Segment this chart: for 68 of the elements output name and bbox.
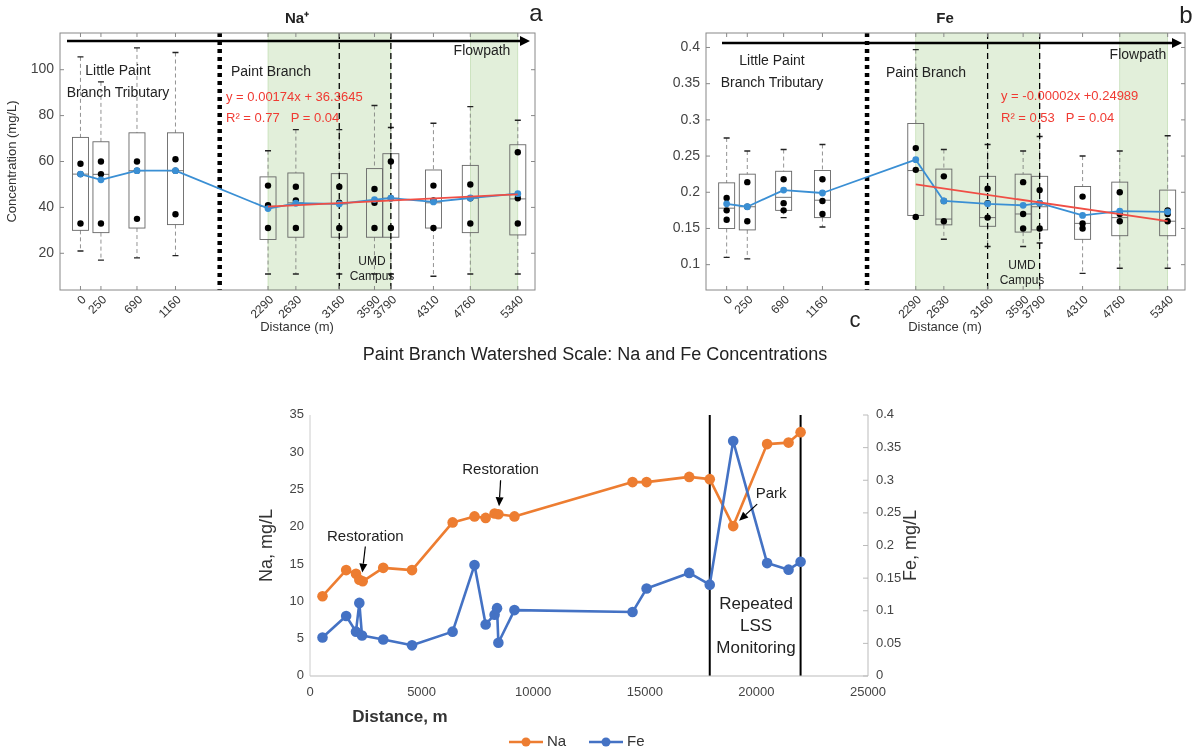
- x-tick-label: 20000: [738, 684, 775, 699]
- legend-label: Fe: [627, 731, 645, 749]
- legend-label: Na: [547, 731, 567, 749]
- annotation: Paint Branch: [885, 64, 967, 80]
- y-axis-title: Concentration (mg/L): [4, 100, 19, 223]
- chart-title: Fe: [936, 9, 954, 26]
- y-tick-label: 0: [296, 667, 304, 683]
- y-tick-label: 0.2: [680, 182, 701, 199]
- y-tick-label: 0.35: [672, 74, 701, 91]
- annotation: R² = 0.77 P = 0.04: [226, 110, 340, 125]
- y-tick-label: 100: [30, 60, 55, 77]
- y-axis-title: Na, mg/L: [256, 508, 276, 583]
- y-tick-label: 60: [38, 152, 55, 169]
- y-tick-label: 0.25: [672, 146, 701, 163]
- annotation: Flowpath: [453, 42, 511, 58]
- y2-tick-label: 0.05: [876, 634, 902, 650]
- annotation: R² = 0.53 P = 0.04: [1001, 110, 1115, 125]
- annotation: UMD Campus: [349, 254, 395, 283]
- y-tick-label: 30: [289, 443, 304, 459]
- annotation: Park: [755, 484, 788, 502]
- annotation: Restoration: [462, 460, 539, 478]
- chart-title: Paint Branch Watershed Scale: Na and Fe Concentrations: [362, 344, 828, 364]
- y2-tick-label: 0.2: [876, 536, 895, 552]
- y2-tick-label: 0.4: [876, 406, 895, 422]
- y2-tick-label: 0.25: [876, 504, 902, 520]
- y2-tick-label: 0.1: [876, 602, 895, 618]
- x-tick-label: 15000: [626, 684, 663, 699]
- annotation: y = -0.00002x +0.24989: [1001, 88, 1139, 103]
- y-tick-label: 10: [289, 592, 304, 608]
- annotation: Little Paint Branch Tributary: [66, 62, 170, 100]
- y-tick-label: 35: [289, 406, 304, 422]
- annotation: Little Paint Branch Tributary: [720, 52, 824, 90]
- x-tick-label: 690: [767, 292, 793, 317]
- y-tick-label: 0.3: [680, 110, 701, 127]
- y2-axis-title: Fe, mg/L: [900, 509, 920, 582]
- y-tick-label: 80: [38, 106, 55, 123]
- chart-title: Na⁺: [284, 9, 310, 26]
- y-tick-label: 0.4: [680, 38, 701, 55]
- x-axis-title: Distance (m): [908, 319, 982, 334]
- x-tick-label: 0: [306, 684, 314, 699]
- annotation: Flowpath: [1109, 46, 1167, 62]
- y-tick-label: 20: [38, 243, 55, 260]
- annotation: Repeated LSS Monitoring: [716, 594, 796, 657]
- text: a: [529, 0, 544, 26]
- x-tick-label: 690: [121, 292, 146, 317]
- annotation: Restoration: [326, 526, 404, 544]
- x-tick-label: 5000: [407, 684, 437, 699]
- y2-tick-label: 0.15: [876, 569, 902, 585]
- y2-tick-label: 0.3: [876, 471, 895, 487]
- x-axis-title: Distance (m): [260, 319, 334, 334]
- text: c: [849, 307, 861, 332]
- text: b: [1179, 1, 1193, 28]
- x-tick-label: 10000: [515, 684, 552, 699]
- y-tick-label: 0.1: [680, 255, 701, 272]
- x-axis-title: Distance, m: [352, 707, 448, 726]
- x-tick-label: 25000: [849, 684, 887, 699]
- y-tick-label: 40: [38, 198, 55, 215]
- y-tick-label: 0.15: [672, 219, 701, 236]
- annotation: Paint Branch: [230, 63, 312, 79]
- y-tick-label: 15: [289, 555, 304, 571]
- annotation: UMD Campus: [999, 258, 1045, 287]
- y2-tick-label: 0.35: [876, 439, 902, 455]
- y-tick-label: 25: [289, 481, 304, 497]
- x-tick-label: 250: [85, 292, 110, 317]
- y-tick-label: 20: [289, 518, 304, 534]
- y-tick-label: 5: [296, 630, 304, 646]
- y2-tick-label: 0: [876, 667, 884, 683]
- annotation: y = 0.00174x + 36.3645: [226, 89, 363, 104]
